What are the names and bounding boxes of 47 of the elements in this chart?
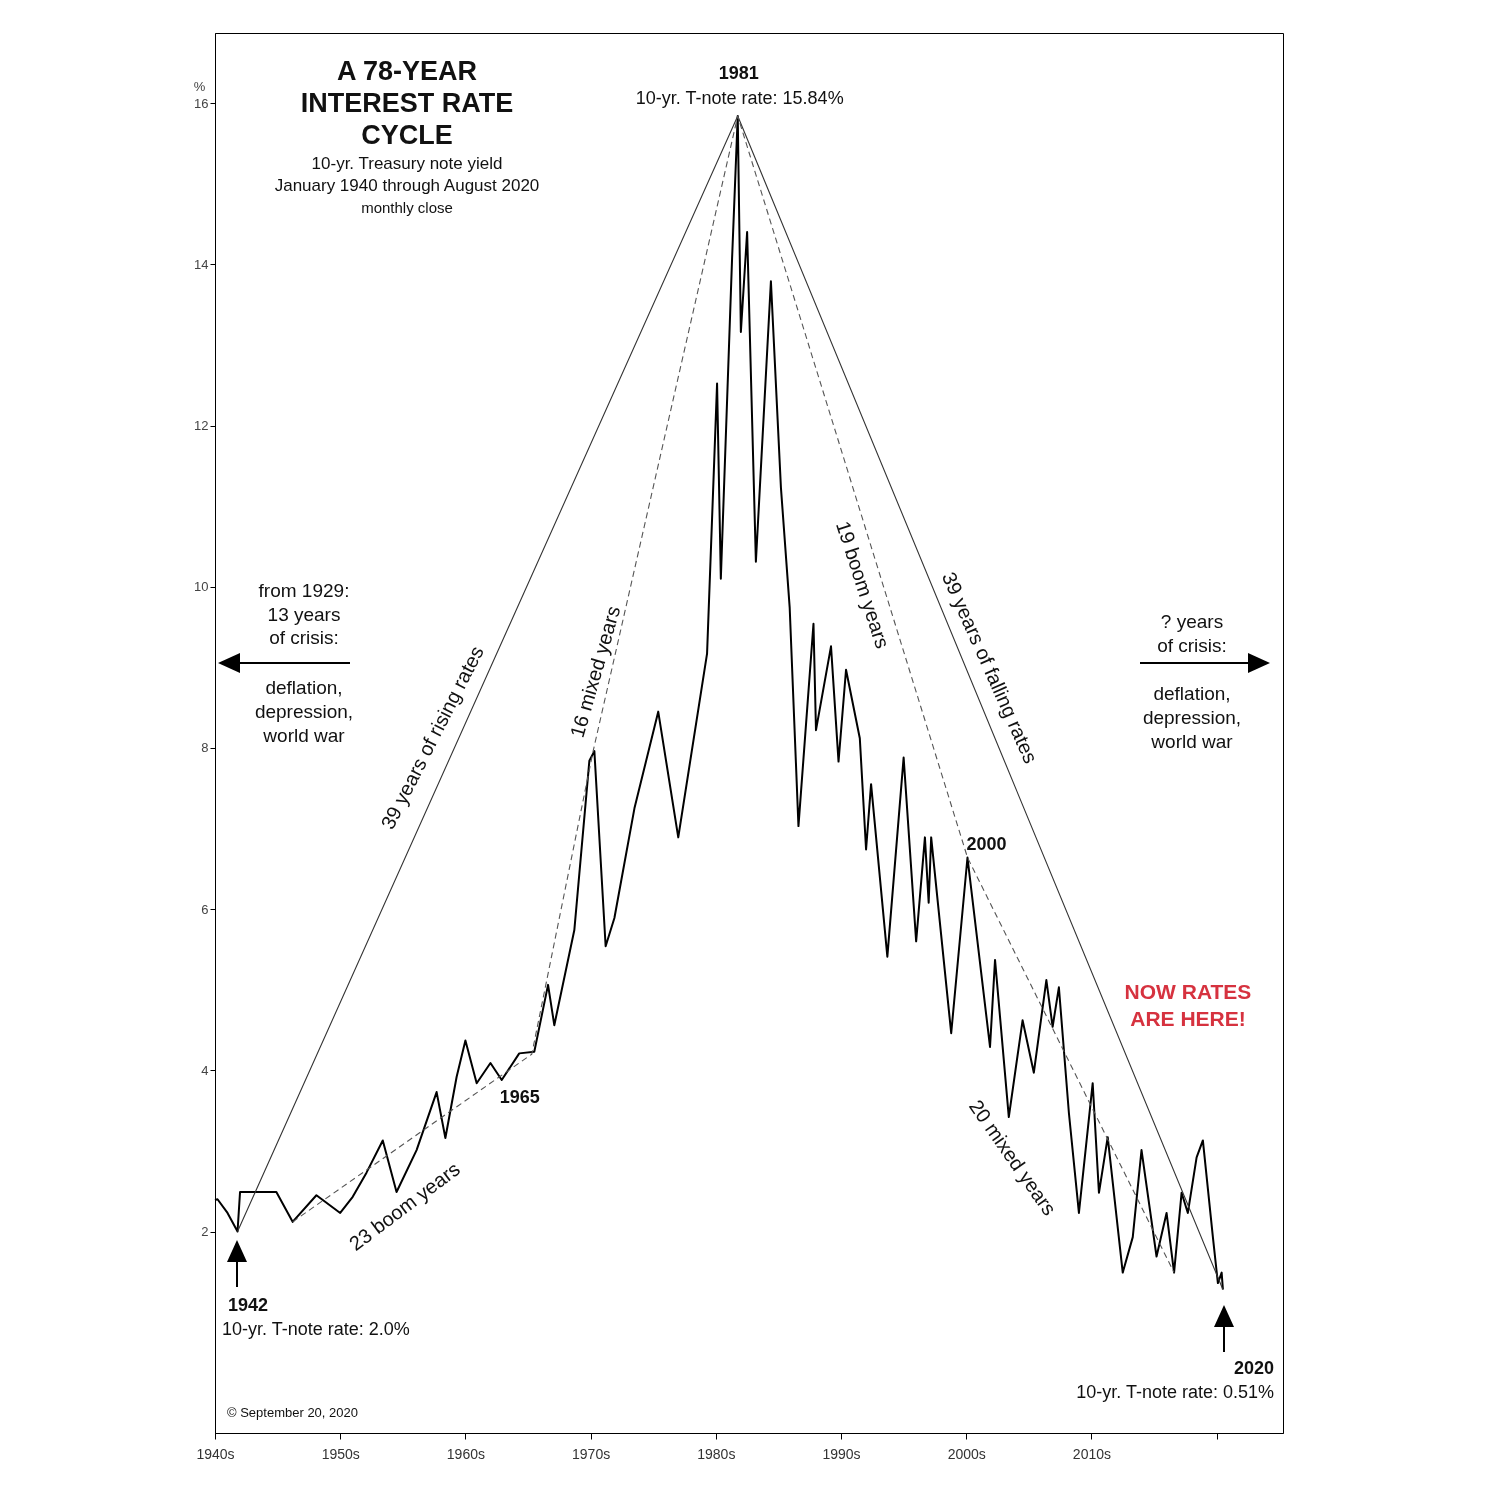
x-tick-label: 1950s	[321, 1445, 360, 1462]
annotation: 2020	[1233, 1358, 1274, 1378]
x-tick-label: 1990s	[822, 1445, 861, 1462]
annotation: world war	[1150, 731, 1234, 752]
y-axis-title: %	[193, 78, 206, 94]
text: 10-yr. Treasury note yield	[311, 154, 503, 173]
y-tick-label: 4	[201, 1062, 209, 1078]
annotation: deflation,	[1153, 683, 1231, 704]
annotation: 10-yr. T-note rate: 2.0%	[222, 1319, 410, 1339]
annotation: 13 years	[267, 604, 341, 625]
annotation: 1981	[718, 63, 759, 84]
annotation: 2000	[966, 833, 1007, 854]
annotation: 19 boom years	[832, 518, 894, 651]
y-tick-label: 8	[201, 740, 209, 756]
annotation: of crisis:	[269, 627, 339, 648]
annotation: 39 years of rising rates	[376, 642, 488, 833]
annotation: deflation,	[265, 677, 343, 698]
annotation: 10-yr. T-note rate: 15.84%	[635, 88, 844, 109]
annotation: of crisis:	[1157, 635, 1227, 656]
annotation: 39 years of falling rates	[937, 568, 1043, 767]
annotation: 1942	[228, 1295, 269, 1315]
annotation: monthly close	[361, 199, 453, 216]
x-tick-label: 2000s	[947, 1445, 986, 1462]
x-tick-label: 1940s	[196, 1445, 235, 1462]
annotation: ARE HERE!	[1130, 1007, 1246, 1030]
y-tick-label: 12	[194, 418, 209, 434]
annotation: 1965	[499, 1087, 540, 1108]
x-tick-label: 1960s	[446, 1445, 485, 1462]
annotation: world war	[262, 725, 346, 746]
x-tick-label: 2010s	[1072, 1445, 1112, 1462]
x-tick-label: 1970s	[572, 1445, 611, 1462]
annotation: © September 20, 2020	[227, 1405, 358, 1420]
annotation: from 1929:	[258, 580, 350, 601]
text: A 78-YEAR INTEREST RATE CYCLE	[300, 56, 514, 150]
annotation: NOW RATES	[1124, 980, 1252, 1003]
annotation: 10-yr. T-note rate: 0.51%	[1076, 1382, 1274, 1402]
y-tick-label: 14	[194, 256, 209, 272]
annotation: depression,	[1142, 707, 1242, 728]
annotation: ? years	[1160, 611, 1224, 632]
annotation: 16 mixed years	[565, 603, 625, 740]
x-tick-label: 1980s	[697, 1445, 736, 1462]
y-tick-label: 16	[194, 95, 209, 111]
y-tick-label: 10	[194, 579, 209, 595]
annotation: depression,	[254, 701, 354, 722]
y-tick-label: 6	[201, 901, 209, 917]
annotation: January 1940 through August 2020	[274, 176, 540, 195]
y-tick-label: 2	[201, 1224, 209, 1239]
